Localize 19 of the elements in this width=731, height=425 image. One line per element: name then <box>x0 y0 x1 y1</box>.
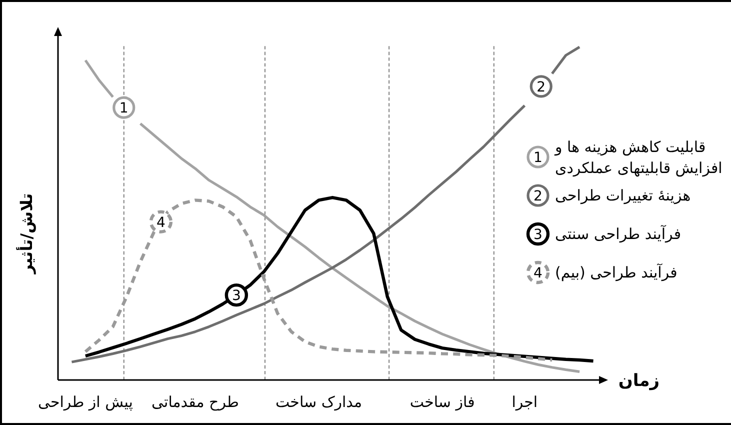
annotation: 1 <box>119 100 128 117</box>
text: 1 <box>534 150 542 166</box>
text: 2 <box>534 188 542 204</box>
x-tick-label: مدارک ساخت <box>275 393 362 411</box>
text: 3 <box>534 227 542 243</box>
x-tick-label: طرح مقدماتی <box>152 393 239 411</box>
annotation: 3 <box>232 288 241 304</box>
legend-label: فرآیند طراحی سنتی <box>555 224 682 243</box>
legend-label: قابلیت کاهش هزینه ها و افزایش قابلیتهای عملکردی <box>554 138 722 177</box>
annotation: 4 <box>156 214 166 231</box>
legend-label: فرآیند طراحی (بیم) <box>555 262 678 282</box>
x-tick-label: فاز ساخت <box>410 393 475 411</box>
legend-label: هزینهٔ تغییرات طراحی <box>555 186 691 204</box>
x-tick-label: اجرا <box>512 393 538 411</box>
annotation: 2 <box>536 79 546 96</box>
text: 4 <box>534 266 542 282</box>
x-axis-title: زمان <box>618 371 660 391</box>
x-tick-label: پیش از طراحی <box>38 393 133 411</box>
y-axis-title: تلاش/تأثیر <box>16 193 36 275</box>
